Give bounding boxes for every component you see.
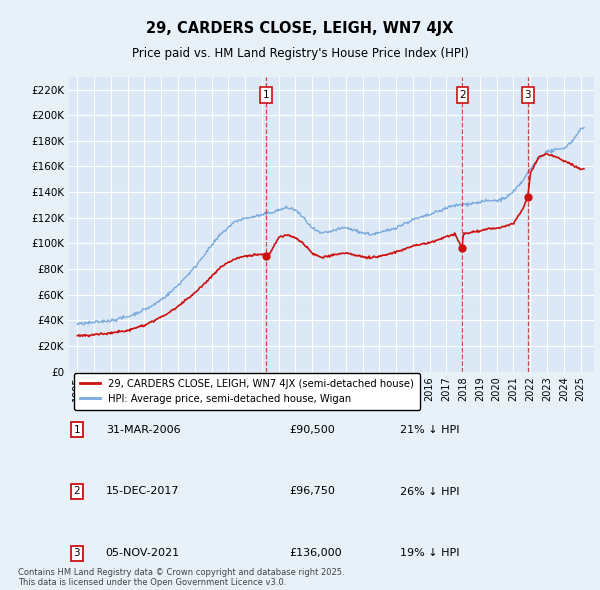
Text: 3: 3 <box>524 90 531 100</box>
Text: £90,500: £90,500 <box>290 425 335 434</box>
Text: 05-NOV-2021: 05-NOV-2021 <box>106 549 180 558</box>
Text: 2: 2 <box>459 90 466 100</box>
Text: 19% ↓ HPI: 19% ↓ HPI <box>400 549 459 558</box>
Text: 26% ↓ HPI: 26% ↓ HPI <box>400 487 459 496</box>
Text: 1: 1 <box>74 425 80 434</box>
Text: 15-DEC-2017: 15-DEC-2017 <box>106 487 179 496</box>
Text: £136,000: £136,000 <box>290 549 342 558</box>
Text: 3: 3 <box>74 549 80 558</box>
Text: 2: 2 <box>74 487 80 496</box>
Text: £96,750: £96,750 <box>290 487 335 496</box>
Text: 1: 1 <box>263 90 269 100</box>
Legend: 29, CARDERS CLOSE, LEIGH, WN7 4JX (semi-detached house), HPI: Average price, sem: 29, CARDERS CLOSE, LEIGH, WN7 4JX (semi-… <box>74 372 420 409</box>
Text: Contains HM Land Registry data © Crown copyright and database right 2025.
This d: Contains HM Land Registry data © Crown c… <box>18 568 344 587</box>
Text: Price paid vs. HM Land Registry's House Price Index (HPI): Price paid vs. HM Land Registry's House … <box>131 47 469 60</box>
Text: 21% ↓ HPI: 21% ↓ HPI <box>400 425 459 434</box>
Text: 31-MAR-2006: 31-MAR-2006 <box>106 425 181 434</box>
Text: 29, CARDERS CLOSE, LEIGH, WN7 4JX: 29, CARDERS CLOSE, LEIGH, WN7 4JX <box>146 21 454 35</box>
